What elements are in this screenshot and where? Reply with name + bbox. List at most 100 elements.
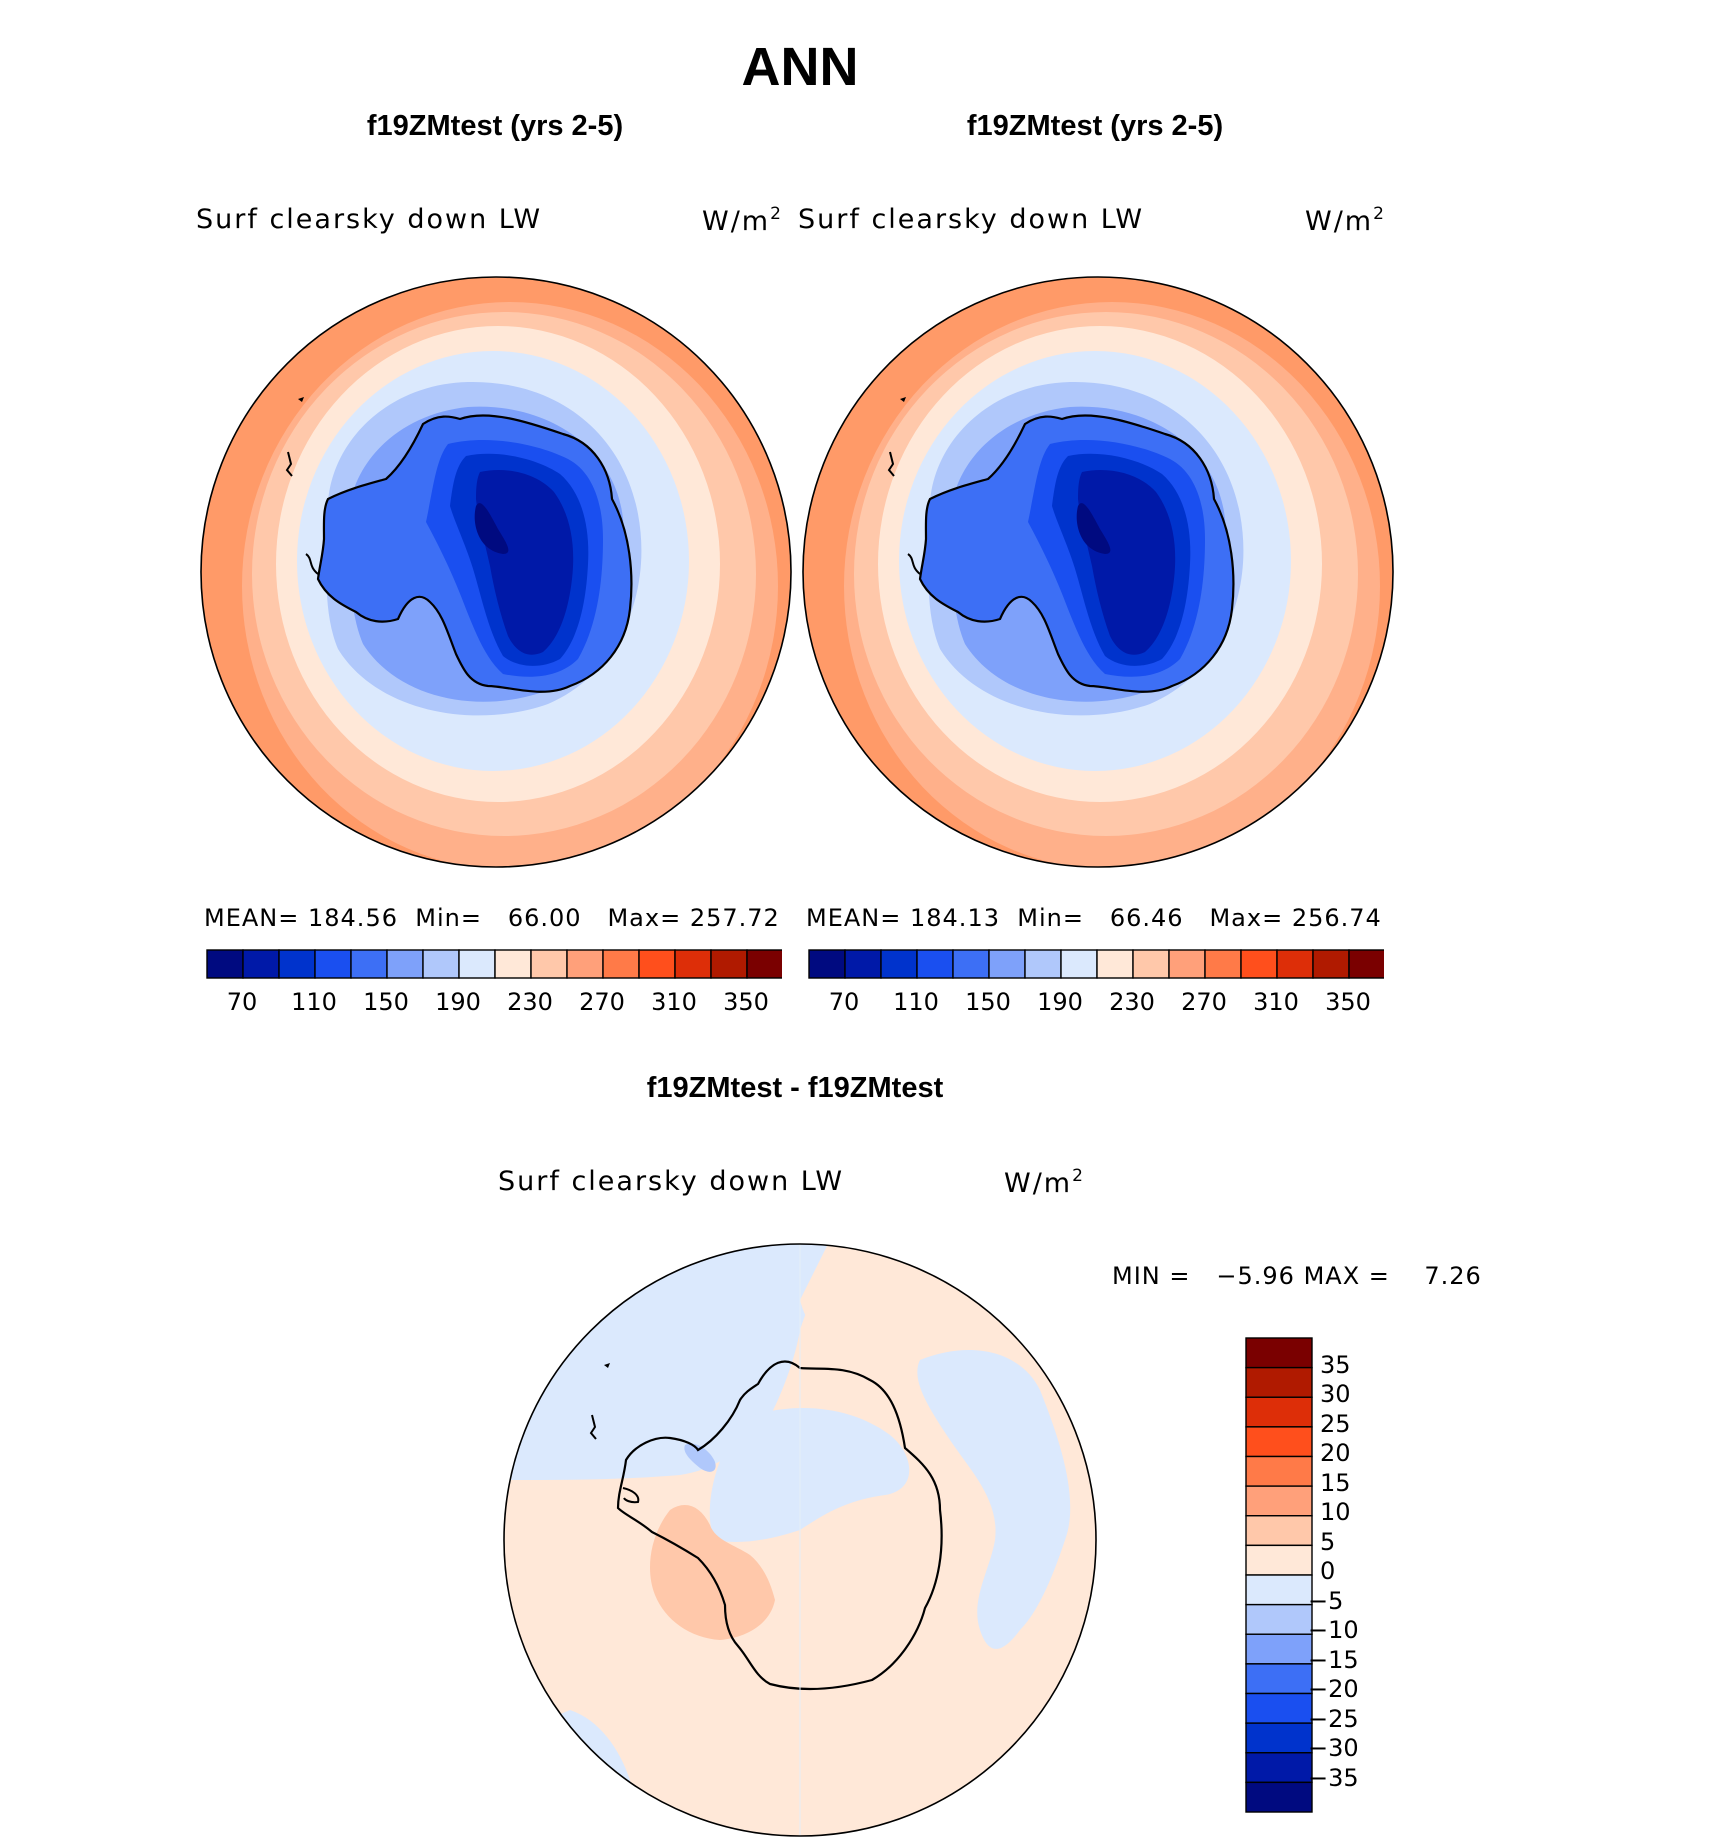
diff-case-title: f19ZMtest - f19ZMtest	[646, 1072, 944, 1104]
panel-1-polar-map	[200, 276, 792, 868]
colorbar-swatch	[1060, 949, 1098, 979]
colorbar-tick-label: 190	[435, 988, 481, 1016]
diff-colorbar-swatch	[1245, 1515, 1313, 1547]
panel-2-units: W/m2	[1305, 204, 1384, 237]
diff-colorbar-swatch	[1245, 1781, 1313, 1813]
colorbar-tick-label: 270	[1181, 988, 1227, 1016]
diff-max-label: MAX =	[1303, 1262, 1390, 1290]
colorbar-swatch	[674, 949, 712, 979]
panel-1-variable-label: Surf clearsky down LW	[196, 204, 543, 235]
diff-colorbar-tick-label: −25	[1308, 1705, 1359, 1733]
diff-colorbar-swatch	[1245, 1603, 1313, 1635]
panel-2-polar-map	[802, 276, 1394, 868]
colorbar-tick-label: 230	[1109, 988, 1155, 1016]
colorbar-swatch	[1096, 949, 1134, 979]
panel-2-min-value: 66.46	[1109, 904, 1184, 932]
colorbar-tick-label: 190	[1037, 988, 1083, 1016]
diff-colorbar-tick-label: −10	[1308, 1616, 1359, 1644]
colorbar-swatch	[916, 949, 954, 979]
colorbar-swatch	[1348, 949, 1384, 979]
panel-2-min-label: Min=	[1017, 904, 1084, 932]
colorbar-tick-label: 350	[723, 988, 769, 1016]
diff-colorbar-tick-label: 15	[1320, 1469, 1351, 1497]
figure-title: ANN	[741, 37, 859, 97]
diff-colorbar-labels: 35 30 25 20 15 10 5 0 −5 −10 −15 −20 −25…	[1308, 1336, 1400, 1816]
panel-2-stats: MEAN= 184.13 Min= 66.46 Max= 256.74	[806, 904, 1382, 932]
diff-colorbar-tick-label: 10	[1320, 1498, 1351, 1526]
colorbar-tick-label: 310	[651, 988, 697, 1016]
colorbar-swatch	[314, 949, 352, 979]
diff-colorbar-swatch	[1245, 1722, 1313, 1754]
panel-1-mean-value: 184.56	[308, 904, 398, 932]
diff-colorbar-tick-label: 5	[1320, 1528, 1336, 1556]
colorbar-swatch	[710, 949, 748, 979]
diff-colorbar-swatch	[1245, 1692, 1313, 1724]
colorbar-swatch	[1312, 949, 1350, 979]
diff-max-value: 7.26	[1424, 1262, 1482, 1290]
panel-1-case-title: f19ZMtest (yrs 2-5)	[366, 110, 624, 142]
colorbar-swatch	[1276, 949, 1314, 979]
colorbar-swatch	[1168, 949, 1206, 979]
panel-2-colorbar-labels: 70 110 150 190 230 270 310 350	[808, 988, 1384, 1018]
colorbar-swatch	[422, 949, 460, 979]
colorbar-swatch	[278, 949, 316, 979]
colorbar-swatch	[1204, 949, 1242, 979]
colorbar-tick-label: 70	[226, 988, 258, 1016]
diff-polar-map	[503, 1243, 1097, 1837]
diff-colorbar-tick-label: −20	[1308, 1675, 1359, 1703]
colorbar-swatch	[1240, 949, 1278, 979]
panel-2-colorbar	[808, 949, 1384, 979]
diff-units: W/m2	[1004, 1166, 1083, 1199]
colorbar-swatch	[1024, 949, 1062, 979]
panel-2-max-label: Max=	[1209, 904, 1284, 932]
diff-colorbar-swatch	[1245, 1574, 1313, 1606]
diff-colorbar-swatch	[1245, 1337, 1313, 1369]
diff-variable-label: Surf clearsky down LW	[498, 1166, 845, 1197]
diff-colorbar-tick-label: 30	[1320, 1380, 1351, 1408]
panel-2-max-value: 256.74	[1291, 904, 1382, 932]
diff-colorbar-tick-label: 25	[1320, 1410, 1351, 1438]
colorbar-tick-label: 110	[291, 988, 337, 1016]
panel-1-min-value: 66.00	[507, 904, 582, 932]
diff-colorbar-tick-label: −15	[1308, 1646, 1359, 1674]
colorbar-tick-label: 270	[579, 988, 625, 1016]
colorbar-tick-label: 310	[1253, 988, 1299, 1016]
diff-stats: MIN = −5.96 MAX = 7.26	[1112, 1262, 1482, 1290]
colorbar-swatch	[1132, 949, 1170, 979]
diff-colorbar-swatch	[1245, 1396, 1313, 1428]
colorbar-swatch	[844, 949, 882, 979]
panel-1-mean-label: MEAN=	[204, 904, 300, 932]
colorbar-swatch	[952, 949, 990, 979]
colorbar-swatch	[808, 949, 846, 979]
colorbar-swatch	[494, 949, 532, 979]
colorbar-swatch	[880, 949, 918, 979]
panel-2-variable-label: Surf clearsky down LW	[798, 204, 1145, 235]
colorbar-swatch	[988, 949, 1026, 979]
diff-colorbar-swatch	[1245, 1633, 1313, 1665]
diff-colorbar-swatch	[1245, 1544, 1313, 1576]
colorbar-tick-label: 350	[1325, 988, 1371, 1016]
colorbar-swatch	[530, 949, 568, 979]
colorbar-swatch	[746, 949, 782, 979]
diff-colorbar-tick-label: −5	[1308, 1587, 1344, 1615]
colorbar-swatch	[386, 949, 424, 979]
diff-min-label: MIN =	[1112, 1262, 1191, 1290]
diff-colorbar-swatch	[1245, 1366, 1313, 1398]
colorbar-swatch	[602, 949, 640, 979]
colorbar-tick-label: 110	[893, 988, 939, 1016]
colorbar-swatch	[350, 949, 388, 979]
panel-2-mean-label: MEAN=	[806, 904, 902, 932]
diff-colorbar-swatch	[1245, 1752, 1313, 1784]
diff-colorbar	[1245, 1337, 1313, 1813]
diff-min-value: −5.96	[1216, 1262, 1295, 1290]
colorbar-swatch	[458, 949, 496, 979]
diff-colorbar-swatch	[1245, 1485, 1313, 1517]
panel-1-max-value: 257.72	[689, 904, 780, 932]
diff-colorbar-tick-label: 20	[1320, 1439, 1351, 1467]
panel-1-min-label: Min=	[415, 904, 482, 932]
diff-colorbar-tick-label: 0	[1320, 1557, 1336, 1585]
diff-colorbar-swatch	[1245, 1663, 1313, 1695]
colorbar-swatch	[242, 949, 280, 979]
colorbar-tick-label: 150	[965, 988, 1011, 1016]
diff-colorbar-swatch	[1245, 1426, 1313, 1458]
